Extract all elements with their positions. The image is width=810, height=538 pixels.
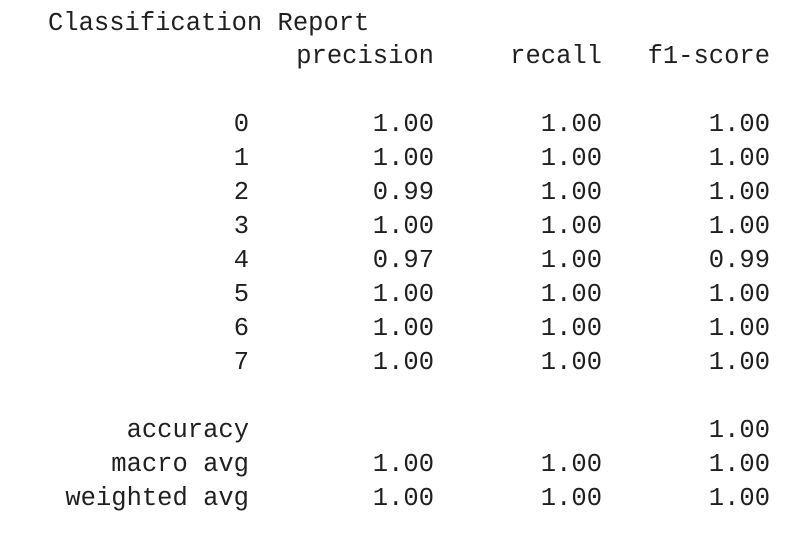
recall-value: 1.00 — [540, 110, 602, 139]
recall-value: 1.00 — [540, 450, 602, 479]
precision-value: 1.00 — [372, 450, 434, 479]
row-label: 1 — [233, 144, 249, 173]
recall-value: 1.00 — [540, 484, 602, 513]
report-title: Classification Report — [48, 9, 370, 38]
recall-value: 1.00 — [540, 246, 602, 275]
row-label: 0 — [233, 110, 249, 139]
row-label: 7 — [233, 348, 249, 377]
recall-value: 1.00 — [540, 348, 602, 377]
f1-score-value: 0.99 — [708, 246, 770, 275]
f1-score-value: 1.00 — [708, 212, 770, 241]
precision-value: 1.00 — [372, 144, 434, 173]
recall-value: 1.00 — [540, 280, 602, 309]
row-label: 6 — [233, 314, 249, 343]
f1-score-value: 1.00 — [708, 416, 770, 445]
precision-value: 1.00 — [372, 280, 434, 309]
row-label: 5 — [233, 280, 249, 309]
f1-score-value: 1.00 — [708, 314, 770, 343]
precision-value: 1.00 — [372, 484, 434, 513]
header-f1-score: f1-score — [647, 42, 770, 71]
row-label: 4 — [233, 246, 249, 275]
precision-value: 1.00 — [372, 314, 434, 343]
precision-value: 1.00 — [372, 348, 434, 377]
f1-score-value: 1.00 — [708, 110, 770, 139]
summary-label-weighted-avg: weighted avg — [65, 484, 249, 513]
recall-value: 1.00 — [540, 212, 602, 241]
summary-label-macro-avg: macro avg — [111, 450, 249, 479]
precision-value: 1.00 — [372, 212, 434, 241]
precision-value: 0.97 — [372, 246, 434, 275]
recall-value: 1.00 — [540, 144, 602, 173]
f1-score-value: 1.00 — [708, 348, 770, 377]
f1-score-value: 1.00 — [708, 178, 770, 207]
precision-value: 0.99 — [372, 178, 434, 207]
f1-score-value: 1.00 — [708, 450, 770, 479]
header-recall: recall — [510, 42, 602, 71]
f1-score-value: 1.00 — [708, 144, 770, 173]
header-precision: precision — [296, 42, 434, 71]
row-label: 2 — [233, 178, 249, 207]
recall-value: 1.00 — [540, 314, 602, 343]
precision-value: 1.00 — [372, 110, 434, 139]
summary-label-accuracy: accuracy — [126, 416, 249, 445]
recall-value: 1.00 — [540, 178, 602, 207]
row-label: 3 — [233, 212, 249, 241]
f1-score-value: 1.00 — [708, 280, 770, 309]
f1-score-value: 1.00 — [708, 484, 770, 513]
